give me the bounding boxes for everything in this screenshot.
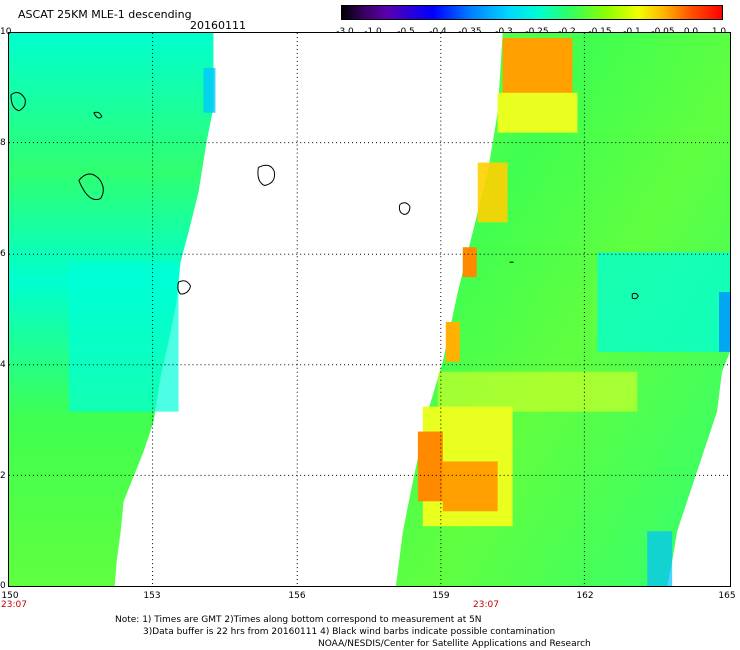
lat-label: 2 [0,471,6,481]
lat-label: 0 [0,581,6,591]
right-swath-cyan-region [597,252,730,352]
high-wind-side-1 [462,247,477,278]
lat-label: 8 [0,138,6,148]
high-wind-bottom-core [442,461,498,512]
product-title: ASCAT 25KM MLE-1 descending [18,8,192,21]
footer-note-line2: 3)Data buffer is 22 hrs from 20160111 4)… [143,627,556,637]
high-wind-bottom-edge [417,431,443,502]
footer-credit: NOAA/NESDIS/Center for Satellite Applica… [318,639,591,649]
high-wind-top [502,37,573,98]
lon-label: 159 [432,591,450,601]
high-wind-top-edge [497,92,578,133]
high-wind-mid-edge [477,162,508,223]
lon-label: 153 [143,591,161,601]
high-wind-side-2 [445,321,460,362]
lat-label: 4 [0,360,6,370]
graticule [9,33,730,586]
lon-label: 165 [718,591,736,601]
high-wind-mid-yellow [437,371,638,412]
wind-swath-map [8,32,731,587]
footer-note-line1: Note: 1) Times are GMT 2)Times along bot… [115,615,482,625]
product-date: 20160111 [190,19,246,32]
lon-label: 156 [288,591,306,601]
left-swath-blue-patch [203,67,216,113]
swath-time-left: 23:07 [1,600,27,610]
left-swath-cyan-patch [68,262,179,412]
island-outlines [10,92,639,300]
colorbar [341,5,723,20]
right-swath-blue-bottom [647,531,673,586]
right-swath-blue-edge [719,292,730,352]
swath-time-right: 23:07 [473,600,499,610]
lat-label: 10 [0,27,12,37]
lon-label: 162 [576,591,594,601]
lon-label: 150 [1,591,19,601]
lat-label: 6 [0,249,6,259]
